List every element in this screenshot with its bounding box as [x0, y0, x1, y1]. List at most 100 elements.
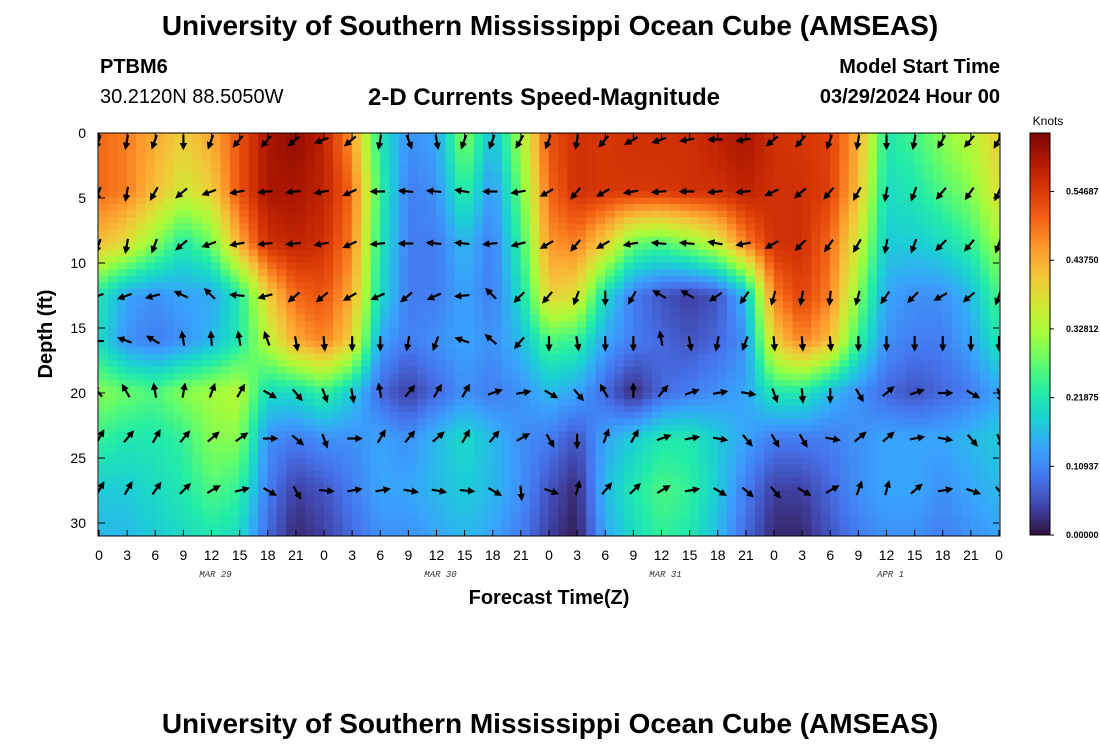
heatmap-cell: [951, 392, 962, 400]
heatmap-cell: [201, 282, 212, 290]
heatmap-cell: [764, 282, 775, 290]
heatmap-cell: [914, 457, 925, 465]
heatmap-cell: [492, 457, 503, 465]
heatmap-cell: [698, 275, 709, 283]
heatmap-cell: [370, 210, 381, 218]
heatmap-cell: [661, 392, 672, 400]
heatmap-cell: [829, 165, 840, 173]
heatmap-cell: [164, 288, 175, 296]
heatmap-cell: [811, 301, 822, 309]
heatmap-cell: [792, 314, 803, 322]
heatmap-cell: [286, 347, 297, 355]
heatmap-cell: [436, 379, 447, 387]
heatmap-cell: [801, 353, 812, 361]
heatmap-cell: [886, 145, 897, 153]
heatmap-cell: [483, 347, 494, 355]
heatmap-cell: [398, 308, 409, 316]
heatmap-cell: [314, 197, 325, 205]
heatmap-cell: [276, 184, 287, 192]
heatmap-cell: [970, 321, 981, 329]
heatmap-cell: [220, 223, 231, 231]
heatmap-cell: [295, 464, 306, 472]
heatmap-cell: [698, 171, 709, 179]
heatmap-cell: [661, 282, 672, 290]
heatmap-cell: [614, 158, 625, 166]
heatmap-cell: [183, 340, 194, 348]
heatmap-cell: [951, 152, 962, 160]
heatmap-cell: [839, 301, 850, 309]
heatmap-cell: [839, 256, 850, 264]
heatmap-cell: [942, 230, 953, 238]
heatmap-cell: [436, 327, 447, 335]
heatmap-cell: [792, 236, 803, 244]
heatmap-cell: [633, 314, 644, 322]
heatmap-cell: [867, 340, 878, 348]
heatmap-cell: [783, 269, 794, 277]
heatmap-cell: [304, 425, 315, 433]
heatmap-cell: [126, 360, 137, 368]
heatmap-cell: [558, 152, 569, 160]
heatmap-cell: [464, 308, 475, 316]
heatmap-cell: [633, 321, 644, 329]
heatmap-cell: [342, 379, 353, 387]
heatmap-cell: [323, 152, 334, 160]
heatmap-cell: [276, 308, 287, 316]
heatmap-cell: [914, 425, 925, 433]
heatmap-cell: [98, 165, 109, 173]
heatmap-cell: [304, 412, 315, 420]
heatmap-cell: [511, 314, 522, 322]
heatmap-cell: [108, 444, 119, 452]
heatmap-cell: [689, 256, 700, 264]
heatmap-cell: [754, 133, 765, 140]
heatmap-cell: [483, 392, 494, 400]
heatmap-cell: [745, 210, 756, 218]
heatmap-cell: [492, 210, 503, 218]
heatmap-cell: [304, 288, 315, 296]
heatmap-cell: [923, 236, 934, 244]
heatmap-cell: [895, 444, 906, 452]
heatmap-cell: [164, 204, 175, 212]
heatmap-cell: [529, 269, 540, 277]
heatmap-cell: [661, 217, 672, 225]
heatmap-cell: [923, 217, 934, 225]
heatmap-cell: [689, 178, 700, 186]
heatmap-cell: [933, 171, 944, 179]
heatmap-cell: [267, 184, 278, 192]
heatmap-cell: [895, 451, 906, 459]
heatmap-cell: [192, 275, 203, 283]
heatmap-cell: [417, 360, 428, 368]
heatmap-cell: [464, 145, 475, 153]
heatmap-cell: [492, 275, 503, 283]
heatmap-cell: [614, 360, 625, 368]
heatmap-cell: [248, 269, 259, 277]
heatmap-cell: [679, 360, 690, 368]
heatmap-cell: [970, 314, 981, 322]
heatmap-cell: [848, 399, 859, 407]
heatmap-cell: [145, 256, 156, 264]
heatmap-cell: [211, 412, 222, 420]
heatmap-cell: [848, 230, 859, 238]
heatmap-cell: [511, 230, 522, 238]
heatmap-cell: [398, 373, 409, 381]
heatmap-cell: [445, 301, 456, 309]
heatmap-cell: [154, 295, 165, 303]
heatmap-cell: [754, 184, 765, 192]
heatmap-cell: [229, 451, 240, 459]
heatmap-cell: [464, 392, 475, 400]
heatmap-cell: [454, 178, 465, 186]
heatmap-cell: [333, 412, 344, 420]
heatmap-cell: [154, 327, 165, 335]
heatmap-cell: [792, 230, 803, 238]
heatmap-cell: [961, 347, 972, 355]
heatmap-cell: [754, 451, 765, 459]
heatmap-cell: [436, 256, 447, 264]
heatmap-cell: [126, 275, 137, 283]
heatmap-cell: [323, 425, 334, 433]
heatmap-cell: [867, 178, 878, 186]
heatmap-cell: [229, 347, 240, 355]
heatmap-cell: [333, 340, 344, 348]
heatmap-cell: [164, 457, 175, 465]
heatmap-cell: [323, 431, 334, 439]
heatmap-cell: [492, 308, 503, 316]
heatmap-cell: [501, 425, 512, 433]
